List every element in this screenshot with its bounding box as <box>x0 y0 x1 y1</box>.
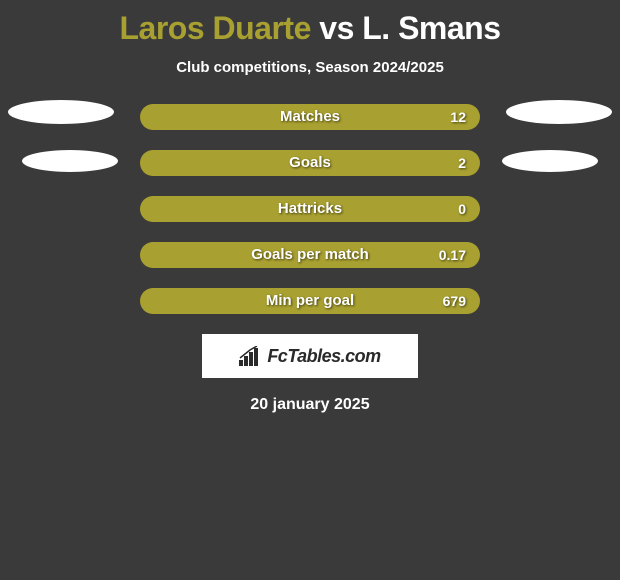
logo-text: FcTables.com <box>267 346 380 367</box>
subtitle: Club competitions, Season 2024/2025 <box>0 59 620 76</box>
stat-value: 2 <box>458 150 466 176</box>
stat-value: 12 <box>450 104 466 130</box>
stat-row: Goals per match 0.17 <box>0 242 620 268</box>
logo-box: FcTables.com <box>202 334 418 378</box>
stat-label: Goals per match <box>140 242 480 268</box>
player1-name: Laros Duarte <box>119 10 310 46</box>
comparison-card: Laros Duarte vs L. Smans Club competitio… <box>0 0 620 414</box>
stat-row: Min per goal 679 <box>0 288 620 314</box>
stats-area: Matches 12 Goals 2 Hattricks 0 Goals per… <box>0 104 620 314</box>
stat-label: Hattricks <box>140 196 480 222</box>
stat-row: Hattricks 0 <box>0 196 620 222</box>
stat-row: Matches 12 <box>0 104 620 130</box>
page-title: Laros Duarte vs L. Smans <box>0 0 620 47</box>
stat-value: 0.17 <box>439 242 466 268</box>
stat-label: Matches <box>140 104 480 130</box>
stat-label: Min per goal <box>140 288 480 314</box>
player2-name: L. Smans <box>362 10 500 46</box>
stat-value: 679 <box>443 288 466 314</box>
vs-label: vs <box>319 10 354 46</box>
date-text: 20 january 2025 <box>0 396 620 414</box>
bar-chart-icon <box>239 346 263 366</box>
stat-value: 0 <box>458 196 466 222</box>
stat-label: Goals <box>140 150 480 176</box>
stat-row: Goals 2 <box>0 150 620 176</box>
